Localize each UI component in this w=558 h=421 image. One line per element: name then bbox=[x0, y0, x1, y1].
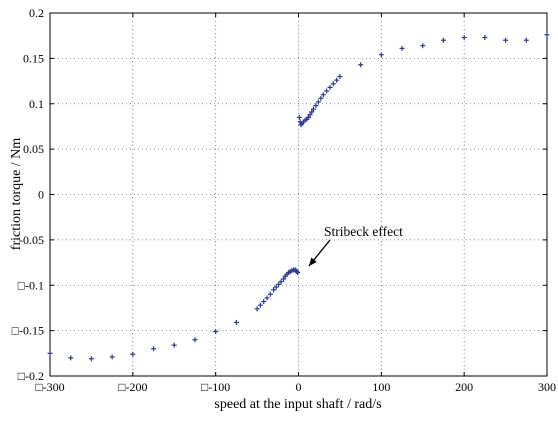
data-point bbox=[130, 351, 136, 357]
data-point bbox=[420, 43, 426, 49]
data-point bbox=[88, 356, 94, 362]
annotation-arrow-head bbox=[309, 257, 317, 266]
data-point bbox=[295, 270, 301, 276]
x-tick-label: 0 bbox=[296, 380, 302, 394]
data-point bbox=[171, 342, 177, 348]
data-point bbox=[257, 302, 263, 308]
data-point bbox=[482, 35, 488, 41]
data-point bbox=[337, 74, 343, 80]
data-point bbox=[503, 37, 509, 43]
data-point bbox=[192, 337, 198, 343]
data-point bbox=[261, 299, 267, 305]
data-point bbox=[399, 45, 405, 51]
data-point bbox=[68, 355, 74, 361]
annotation-label: Stribeck effect bbox=[324, 224, 403, 239]
data-point bbox=[544, 32, 550, 38]
x-tick-label: 100 bbox=[372, 380, 390, 394]
data-point bbox=[313, 103, 319, 109]
data-point bbox=[318, 95, 324, 101]
data-point bbox=[298, 122, 304, 128]
data-point bbox=[254, 306, 260, 312]
x-tick-label: □-100 bbox=[201, 380, 230, 394]
data-point bbox=[461, 35, 467, 41]
data-point bbox=[305, 114, 311, 120]
data-point bbox=[310, 106, 316, 112]
data-point bbox=[324, 88, 330, 94]
data-point bbox=[378, 52, 384, 58]
y-tick-label: -0.05 bbox=[19, 233, 44, 247]
data-point bbox=[213, 329, 219, 335]
y-tick-label: □-0.2 bbox=[18, 369, 44, 383]
data-point bbox=[278, 279, 284, 285]
y-tick-label: □-0.15 bbox=[12, 324, 44, 338]
y-tick-labels: 0.2 0.15 0.1 0.05 0 -0.05 □-0.1 □-0.15 □-0.2 bbox=[12, 6, 44, 383]
data-point bbox=[271, 287, 277, 293]
data-point bbox=[151, 346, 157, 352]
grid-lines bbox=[50, 13, 547, 376]
data-point bbox=[440, 37, 446, 43]
y-tick-label: 0.15 bbox=[23, 51, 44, 65]
x-axis-title: speed at the input shaft / rad/s bbox=[214, 397, 381, 412]
x-tick-label: 300 bbox=[538, 380, 556, 394]
data-point bbox=[358, 62, 364, 68]
x-tick-labels: □-300 □-200 □-100 0 100 200 300 bbox=[35, 380, 556, 394]
data-point bbox=[267, 291, 273, 297]
data-point bbox=[315, 99, 321, 105]
y-tick-label: 0 bbox=[38, 188, 44, 202]
data-point bbox=[109, 354, 115, 360]
y-axis-title: friction torque / Nm bbox=[9, 138, 24, 250]
y-tick-label: 0.2 bbox=[29, 6, 44, 20]
data-point bbox=[330, 81, 336, 87]
data-point bbox=[47, 350, 53, 356]
data-point bbox=[320, 92, 326, 98]
data-point bbox=[523, 37, 529, 43]
data-point bbox=[233, 319, 239, 325]
data-point bbox=[327, 84, 333, 90]
data-point bbox=[296, 114, 302, 120]
stribeck-annotation: Stribeck effect bbox=[308, 224, 403, 267]
axis-ticks bbox=[49, 12, 548, 377]
data-point bbox=[334, 77, 340, 83]
data-points bbox=[47, 32, 550, 362]
data-point bbox=[307, 112, 313, 118]
data-point bbox=[276, 281, 282, 287]
data-point bbox=[309, 109, 315, 115]
data-point bbox=[264, 295, 270, 301]
x-tick-label: 200 bbox=[455, 380, 473, 394]
y-tick-label: □-0.1 bbox=[18, 278, 44, 292]
data-point bbox=[273, 284, 279, 290]
x-tick-label: □-200 bbox=[118, 380, 147, 394]
y-tick-label: 0.1 bbox=[29, 97, 44, 111]
x-tick-label: □-300 bbox=[35, 380, 64, 394]
y-tick-label: 0.05 bbox=[23, 142, 44, 156]
data-point bbox=[281, 276, 287, 282]
data-point bbox=[294, 269, 300, 275]
